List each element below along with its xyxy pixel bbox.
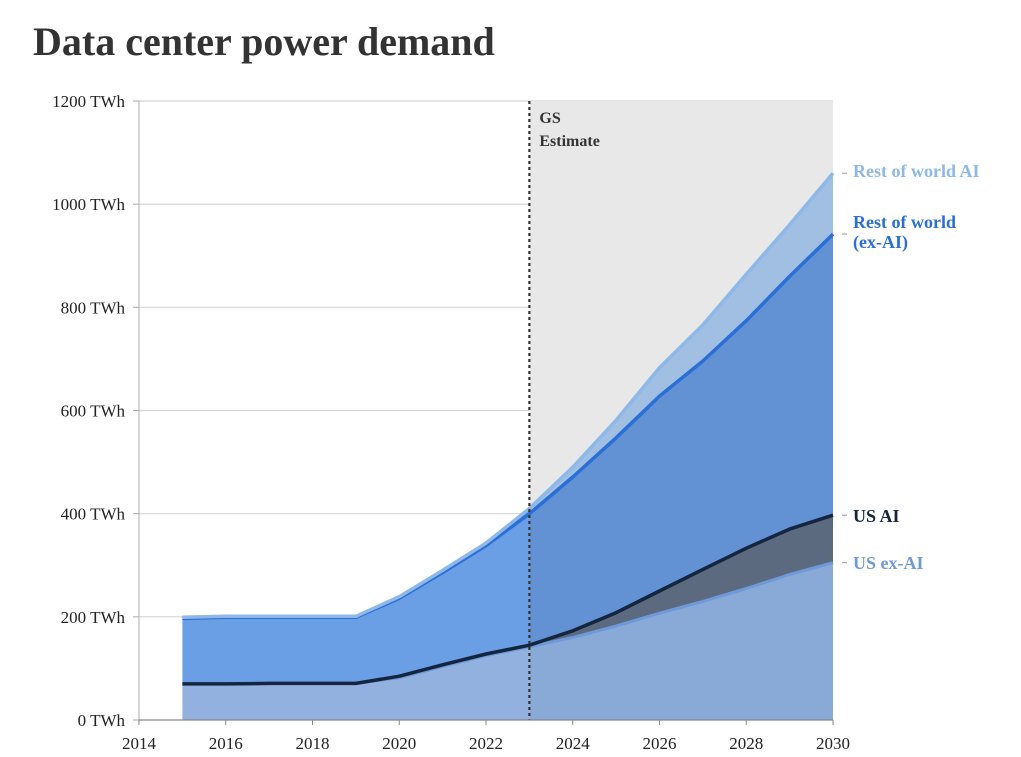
y-tick-label: 0 TWh [78, 711, 126, 730]
line-rest-of-world-ai [182, 172, 835, 620]
axes: 0 TWh 200 TWh 400 TWh 600 TWh 800 TWh 1000 TW… [52, 92, 850, 753]
x-tick-label: 2024 [556, 734, 591, 753]
y-tick-label: 200 TWh [61, 608, 126, 627]
x-tick-label: 2022 [469, 734, 503, 753]
y-tick-label: 800 TWh [61, 298, 126, 317]
estimate-annotation-1: GS [539, 110, 560, 127]
x-tick-label: 2030 [816, 734, 850, 753]
y-tick-label: 600 TWh [61, 402, 126, 421]
y-tick-label: 1000 TWh [52, 195, 125, 214]
series-label-rest-of-world-ai: Rest of world AI [853, 161, 980, 181]
estimate-annotation-2: Estimate [539, 133, 599, 150]
x-tick-label: 2028 [729, 734, 763, 753]
series-labels: Rest of world AI Rest of world (ex-AI) US A… [842, 161, 980, 573]
x-tick-label: 2020 [382, 734, 416, 753]
area-us-ex-ai-estimate [529, 562, 833, 720]
series-label-line: Rest of world [853, 212, 956, 232]
series-label-rest-of-world-ex-ai: Rest of world (ex-AI) [853, 212, 956, 253]
series-label-line: (ex-AI) [853, 232, 908, 253]
x-tick-label: 2026 [643, 734, 677, 753]
y-tick-label: 1200 TWh [52, 92, 125, 111]
series-lines [182, 172, 835, 686]
x-tick-label: 2016 [209, 734, 243, 753]
y-tick-label: 400 TWh [61, 505, 126, 524]
chart-title: Data center power demand [33, 19, 495, 64]
estimate-divider: GS Estimate [528, 101, 600, 720]
line-us-ai [182, 513, 834, 686]
series-label-us-ex-ai: US ex-AI [853, 553, 924, 573]
series-label-us-ai: US AI [853, 506, 900, 526]
area-rest-of-world-ex-ai-historical [182, 513, 530, 684]
x-tick-label: 2018 [296, 734, 330, 753]
x-tick-label: 2014 [122, 734, 157, 753]
